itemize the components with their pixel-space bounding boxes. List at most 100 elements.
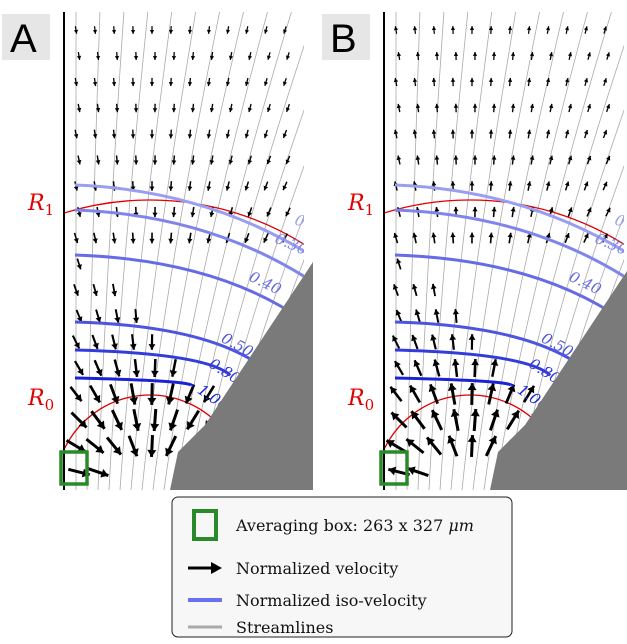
panel-label-bg [2,14,50,60]
velocity-arrow [564,129,570,139]
velocity-arrow [425,436,443,456]
velocity-arrow [507,26,513,34]
velocity-arrow [130,232,136,244]
velocity-arrow [187,232,193,244]
r1-label: R1 [27,191,54,219]
velocity-arrow [244,26,250,34]
velocity-arrow [405,437,425,455]
iso-velocity-curve [394,208,624,279]
velocity-arrow [282,26,288,34]
iso-velocity-label: 0.25 [612,211,627,239]
velocity-arrow [484,435,498,457]
velocity-arrow [171,155,177,165]
velocity-arrow [266,103,272,113]
velocity-arrow [263,26,269,34]
velocity-arrow [449,334,457,350]
velocity-arrow [263,77,269,87]
velocity-arrow [168,129,174,139]
velocity-arrow [206,26,212,34]
velocity-arrow [225,26,231,34]
velocity-arrow [114,51,120,61]
iso-velocity-label: 0.25 [292,211,330,239]
velocity-arrow [586,155,592,165]
velocity-arrow [92,232,98,244]
velocity-arrow [583,181,589,191]
velocity-arrow [529,103,535,113]
velocity-arrow [93,359,103,377]
velocity-arrow [95,103,101,113]
legend-averaging-unit: μm [448,516,474,535]
velocity-arrow [133,309,140,323]
velocity-arrow [105,436,123,456]
velocity-arrow [168,181,174,191]
iso-velocity-label: 0.40 [566,268,604,299]
velocity-arrow [396,258,402,270]
velocity-arrow [488,129,494,139]
velocity-arrow [285,52,291,60]
velocity-arrow [583,233,589,243]
streamline [174,12,292,490]
panel-label-bg [322,14,370,60]
velocity-arrow [529,51,535,61]
velocity-arrow [491,103,497,113]
velocity-arrow [472,206,478,218]
velocity-arrow [149,181,155,191]
streamline [461,12,541,490]
velocity-arrow [586,103,592,113]
velocity-arrow [76,103,82,113]
velocity-arrow [564,232,570,244]
streamline [439,12,493,490]
velocity-arrow [564,26,570,34]
velocity-arrow [385,439,407,453]
velocity-arrow [228,52,234,60]
velocity-arrow [410,410,426,430]
velocity-arrow [266,155,272,165]
velocity-arrow [393,26,399,34]
velocity-arrow [467,434,477,458]
velocity-arrow [453,103,459,113]
velocity-arrow [285,207,291,217]
velocity-arrow [149,232,155,244]
streamline [152,12,244,490]
velocity-arrow [151,358,159,378]
velocity-arrow [472,103,478,113]
velocity-arrow [431,232,437,244]
iso-velocity-curve [394,183,624,253]
velocity-arrow [434,103,440,113]
velocity-arrow [185,409,201,431]
velocity-arrow [111,232,117,244]
velocity-arrow [88,384,102,404]
streamline [450,12,517,490]
velocity-arrow [545,26,551,34]
velocity-arrow [583,26,589,34]
velocity-arrow [510,51,516,61]
velocity-arrow [127,435,139,457]
velocity-arrow [391,335,401,349]
velocity-arrow [545,129,551,139]
velocity-arrow-icon [188,562,222,574]
velocity-arrow [75,309,83,323]
velocity-arrow [407,466,429,478]
iso-velocity-curve [74,253,304,323]
r1-arc [64,199,304,246]
velocity-arrow [469,129,475,139]
velocity-arrow [602,78,608,86]
velocity-arrow [602,26,608,34]
velocity-arrow [113,359,122,377]
velocity-arrow [432,359,441,377]
velocity-arrow [169,359,178,377]
velocity-arrow [430,409,444,431]
velocity-arrow [433,309,440,323]
velocity-arrow [282,129,288,139]
iso-velocity-curve [394,376,514,388]
streamline [141,12,221,490]
velocity-arrow [110,409,124,431]
velocity-arrow [95,309,102,323]
velocity-arrow [95,155,101,165]
velocity-arrow [430,334,437,350]
velocity-arrow [209,103,215,113]
velocity-arrow [73,360,85,376]
velocity-arrow [147,383,157,405]
streamline [86,12,101,490]
velocity-arrow [209,51,215,61]
